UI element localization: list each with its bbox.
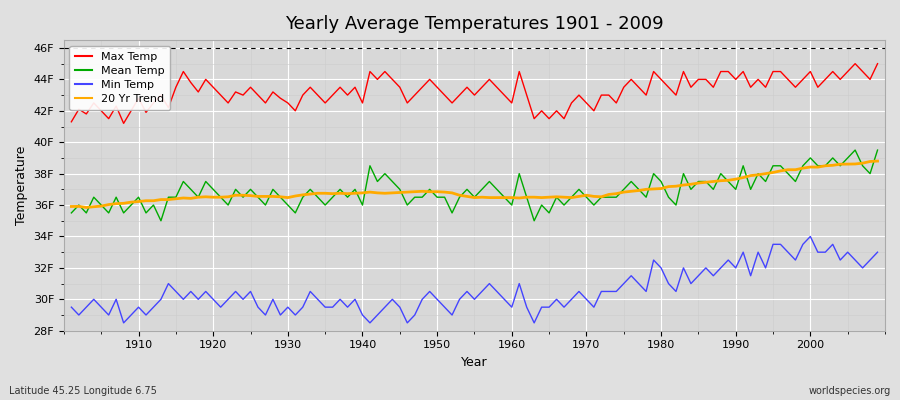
X-axis label: Year: Year <box>461 356 488 369</box>
Y-axis label: Temperature: Temperature <box>15 146 28 225</box>
Title: Yearly Average Temperatures 1901 - 2009: Yearly Average Temperatures 1901 - 2009 <box>285 15 664 33</box>
Legend: Max Temp, Mean Temp, Min Temp, 20 Yr Trend: Max Temp, Mean Temp, Min Temp, 20 Yr Tre… <box>69 46 170 110</box>
Text: worldspecies.org: worldspecies.org <box>809 386 891 396</box>
Text: Latitude 45.25 Longitude 6.75: Latitude 45.25 Longitude 6.75 <box>9 386 157 396</box>
